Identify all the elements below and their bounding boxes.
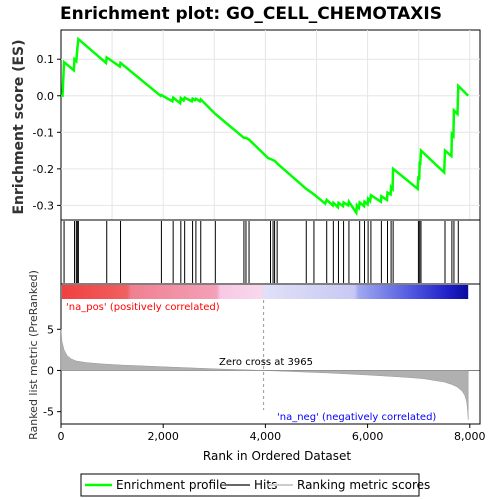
x-tick-label: 4,000 — [250, 430, 282, 443]
es-y-axis: -0.3 -0.2 -0.1 0.0 0.1 — [33, 53, 61, 212]
chart-title: Enrichment plot: GO_CELL_CHEMOTAXIS — [60, 4, 442, 24]
x-tick-label: 0 — [58, 430, 65, 443]
es-panel — [60, 29, 481, 221]
enrichment-profile-line — [61, 36, 470, 217]
neg-annotation: 'na_neg' (negatively correlated) — [277, 412, 436, 423]
hits-markers — [63, 221, 459, 283]
metric-y-tick-label: 5 — [47, 323, 54, 336]
es-y-tick-label: 0.0 — [37, 90, 55, 103]
metric-y-tick-label: -5 — [43, 406, 54, 419]
x-axis-label: Rank in Ordered Dataset — [203, 449, 351, 463]
es-y-tick-label: -0.3 — [33, 199, 54, 212]
metric-y-tick-label: 0 — [47, 364, 54, 377]
ranking-color-bar — [62, 285, 469, 299]
x-tick-label: 6,000 — [352, 430, 384, 443]
ranking-metric-area — [60, 329, 469, 420]
es-y-tick-label: 0.1 — [37, 53, 55, 66]
legend-item-hits: Hits — [254, 478, 277, 492]
x-tick-label: 8,000 — [454, 430, 486, 443]
pos-annotation: 'na_pos' (positively correlated) — [66, 302, 220, 313]
es-y-tick-label: -0.1 — [33, 126, 54, 139]
x-axis: 0 2,000 4,000 6,000 8,000 — [58, 424, 486, 443]
metric-y-label: Ranked list metric (PreRanked) — [27, 270, 40, 440]
zero-cross-annotation: Zero cross at 3965 — [219, 357, 313, 368]
legend-item-metric: Ranking metric scores — [297, 478, 430, 492]
metric-panel — [60, 283, 481, 425]
es-y-tick-label: -0.2 — [33, 163, 54, 176]
es-y-label: Enrichment score (ES) — [11, 39, 27, 214]
x-tick-label: 2,000 — [147, 430, 179, 443]
metric-y-axis: -5 0 5 — [43, 323, 61, 419]
legend-item-enrichment: Enrichment profile — [116, 478, 227, 492]
